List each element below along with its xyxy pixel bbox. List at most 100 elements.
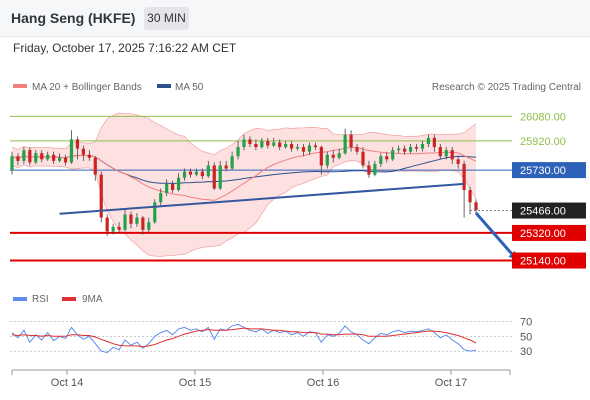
rsi-ma-legend-swatch bbox=[62, 297, 76, 301]
rsi-panel: 70 50 30 bbox=[10, 316, 532, 358]
pivot-level-label: 25730.00 bbox=[520, 165, 566, 177]
candle-down bbox=[99, 174, 103, 218]
ma50-legend-swatch bbox=[157, 84, 171, 88]
research-credit: Research © 2025 Trading Central bbox=[432, 82, 581, 93]
x-tick-label: Oct 17 bbox=[435, 377, 467, 389]
candle-down bbox=[468, 190, 472, 203]
candle-down bbox=[367, 165, 371, 175]
x-tick-label: Oct 16 bbox=[307, 377, 339, 389]
candle-down bbox=[188, 171, 193, 175]
forecast-arrow-shaft bbox=[474, 212, 519, 262]
candle-up bbox=[260, 140, 264, 148]
candle-down bbox=[171, 183, 175, 190]
candle-down bbox=[403, 148, 407, 152]
candle-up bbox=[272, 142, 276, 146]
rsi-legend: RSI 9MA bbox=[13, 294, 103, 305]
price-legend: MA 20 + Bollinger Bands MA 50 Research ©… bbox=[13, 82, 581, 93]
rsi-tick-label: 30 bbox=[520, 346, 532, 358]
candle-up bbox=[69, 139, 74, 163]
candle-down bbox=[16, 156, 20, 161]
candle-up bbox=[379, 156, 383, 164]
candle-down bbox=[52, 154, 56, 161]
price-level-labels: 26080.00 25920.00 25730.00 25466.00 25320.00… bbox=[512, 111, 586, 269]
candle-down bbox=[414, 147, 419, 149]
candle-down bbox=[278, 142, 282, 148]
instrument-title: Hang Seng (HKFE) bbox=[11, 10, 136, 26]
resistance-level-label: 26080.00 bbox=[520, 111, 566, 123]
candle-up bbox=[444, 150, 448, 157]
bollinger-bands bbox=[11, 112, 477, 257]
candle-up bbox=[206, 165, 210, 177]
candle-up bbox=[284, 144, 288, 148]
candle-up bbox=[337, 153, 341, 158]
ma20-legend-label: MA 20 + Bollinger Bands bbox=[32, 82, 142, 93]
trendline bbox=[59, 182, 465, 215]
candle-up bbox=[236, 147, 240, 157]
rsi-ma-line bbox=[11, 327, 477, 348]
timeframe-button[interactable]: 30 MIN bbox=[144, 7, 189, 30]
candle-up bbox=[397, 148, 401, 151]
candle-down bbox=[75, 139, 80, 149]
candle-down bbox=[289, 144, 294, 149]
candle-down bbox=[313, 145, 317, 148]
support-level-label: 25320.00 bbox=[520, 228, 566, 240]
candle-down bbox=[117, 226, 121, 230]
candle-down bbox=[266, 140, 270, 146]
candle-down bbox=[450, 150, 454, 160]
candle-down bbox=[331, 154, 335, 158]
support-label-box bbox=[512, 224, 586, 241]
rsi-line bbox=[11, 323, 477, 354]
chart-datetime: Friday, October 17, 2025 7:16:22 AM CET bbox=[13, 41, 237, 55]
candle-up bbox=[242, 139, 246, 148]
candle-down bbox=[248, 139, 252, 144]
rsi-legend-swatch bbox=[13, 297, 27, 301]
last-level-label: 25466.00 bbox=[520, 206, 566, 218]
candle-up bbox=[182, 171, 187, 178]
chart-header: Hang Seng (HKFE) 30 MIN bbox=[0, 0, 590, 37]
candle-up bbox=[147, 222, 151, 230]
candle-down bbox=[385, 156, 389, 160]
x-tick-label: Oct 14 bbox=[51, 377, 83, 389]
candle-up bbox=[10, 156, 14, 171]
candle-down bbox=[93, 157, 97, 175]
ma50-legend-label: MA 50 bbox=[175, 82, 204, 93]
candle-up bbox=[373, 163, 377, 175]
candle-down bbox=[141, 217, 145, 230]
candle-down bbox=[301, 147, 306, 152]
candle-down bbox=[129, 214, 133, 224]
support-level-label: 25140.00 bbox=[520, 256, 566, 268]
candle-up bbox=[165, 183, 169, 194]
candle-down bbox=[224, 165, 228, 169]
candle-up bbox=[22, 150, 26, 161]
candle-down bbox=[462, 163, 466, 190]
candle-up bbox=[307, 145, 312, 152]
candle-up bbox=[159, 193, 163, 203]
candle-up bbox=[46, 154, 50, 160]
candle-up bbox=[153, 202, 157, 223]
candle-up bbox=[325, 154, 329, 166]
candle-down bbox=[319, 147, 323, 166]
rsi-ma-legend-label: 9MA bbox=[82, 294, 103, 305]
rsi-tick-label: 50 bbox=[520, 331, 532, 343]
candle-down bbox=[105, 217, 109, 232]
candle-up bbox=[420, 144, 425, 149]
candle-down bbox=[474, 202, 478, 210]
support-label-box bbox=[512, 252, 586, 269]
candle-down bbox=[212, 165, 216, 189]
candle-up bbox=[176, 177, 181, 190]
bollinger-band-area bbox=[12, 113, 476, 257]
rsi-legend-label: RSI bbox=[32, 294, 49, 305]
candle-up bbox=[194, 171, 199, 175]
candle-down bbox=[200, 171, 204, 177]
candle-up bbox=[295, 147, 300, 149]
candle-down bbox=[355, 147, 359, 152]
candle-up bbox=[111, 226, 115, 232]
candle-down bbox=[63, 157, 68, 163]
candle-up bbox=[218, 165, 222, 189]
candle-up bbox=[343, 134, 347, 154]
candle-up bbox=[408, 147, 413, 152]
candle-down bbox=[254, 144, 258, 148]
candle-down bbox=[349, 134, 353, 148]
candle-up bbox=[123, 214, 127, 230]
